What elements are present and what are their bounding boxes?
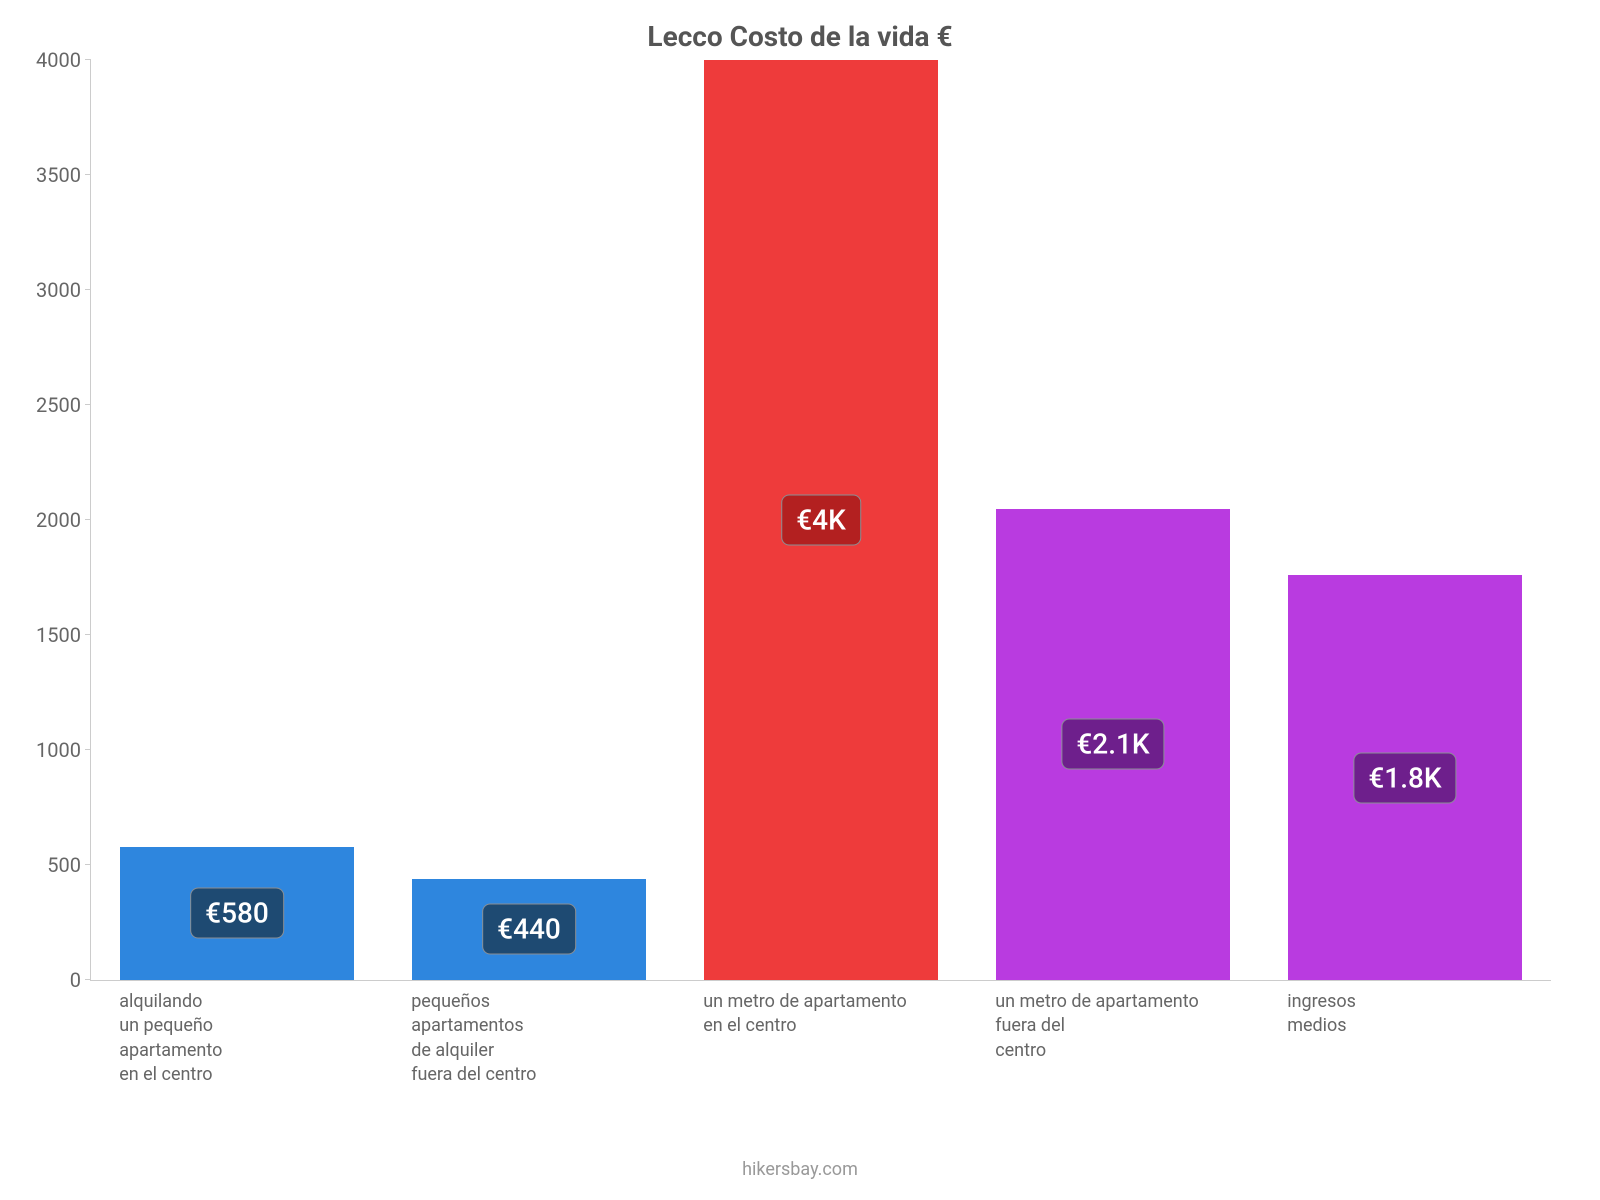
- y-tick-mark: [85, 289, 91, 290]
- x-category-label: alquilando un pequeño apartamento en el …: [119, 990, 353, 1087]
- plot-area: €580€440€4K€2.1K€1.8K 050010001500200025…: [90, 60, 1551, 981]
- y-tick-label: 3000: [36, 278, 91, 302]
- x-category-label: un metro de apartamento fuera del centro: [995, 990, 1229, 1063]
- y-tick-mark: [85, 864, 91, 865]
- x-category-label: ingresos medios: [1287, 990, 1521, 1039]
- bar-value-label: €2.1K: [1061, 719, 1164, 770]
- bar-value-label: €1.8K: [1353, 752, 1456, 803]
- y-tick-mark: [85, 404, 91, 405]
- x-category-label: un metro de apartamento en el centro: [703, 990, 937, 1039]
- y-tick-label: 2000: [36, 508, 91, 532]
- y-tick-label: 4000: [36, 48, 91, 72]
- y-tick-label: 2500: [36, 393, 91, 417]
- y-tick-mark: [85, 634, 91, 635]
- chart-container: Lecco Costo de la vida € €580 €440 €4K €2.1…: [0, 0, 1600, 1200]
- y-tick-mark: [85, 519, 91, 520]
- y-tick-mark: [85, 979, 91, 980]
- bar-value-label: €440: [482, 904, 576, 955]
- y-tick-mark: [85, 174, 91, 175]
- x-category-label: pequeños apartamentos de alquiler fuera …: [411, 990, 645, 1087]
- y-tick-label: 1500: [36, 623, 91, 647]
- y-tick-mark: [85, 59, 91, 60]
- bar-value-label: €580: [190, 888, 284, 939]
- bar-value-label: €4K: [781, 495, 861, 546]
- y-tick-label: 500: [47, 853, 91, 877]
- y-tick-label: 1000: [36, 738, 91, 762]
- y-tick-label: 3500: [36, 163, 91, 187]
- y-tick-label: 0: [70, 968, 91, 992]
- chart-title: Lecco Costo de la vida €: [0, 20, 1600, 53]
- bars-layer: €580 €440 €4K €2.1K €1.8K: [91, 60, 1551, 980]
- attribution-text: hikersbay.com: [0, 1159, 1600, 1180]
- y-tick-mark: [85, 749, 91, 750]
